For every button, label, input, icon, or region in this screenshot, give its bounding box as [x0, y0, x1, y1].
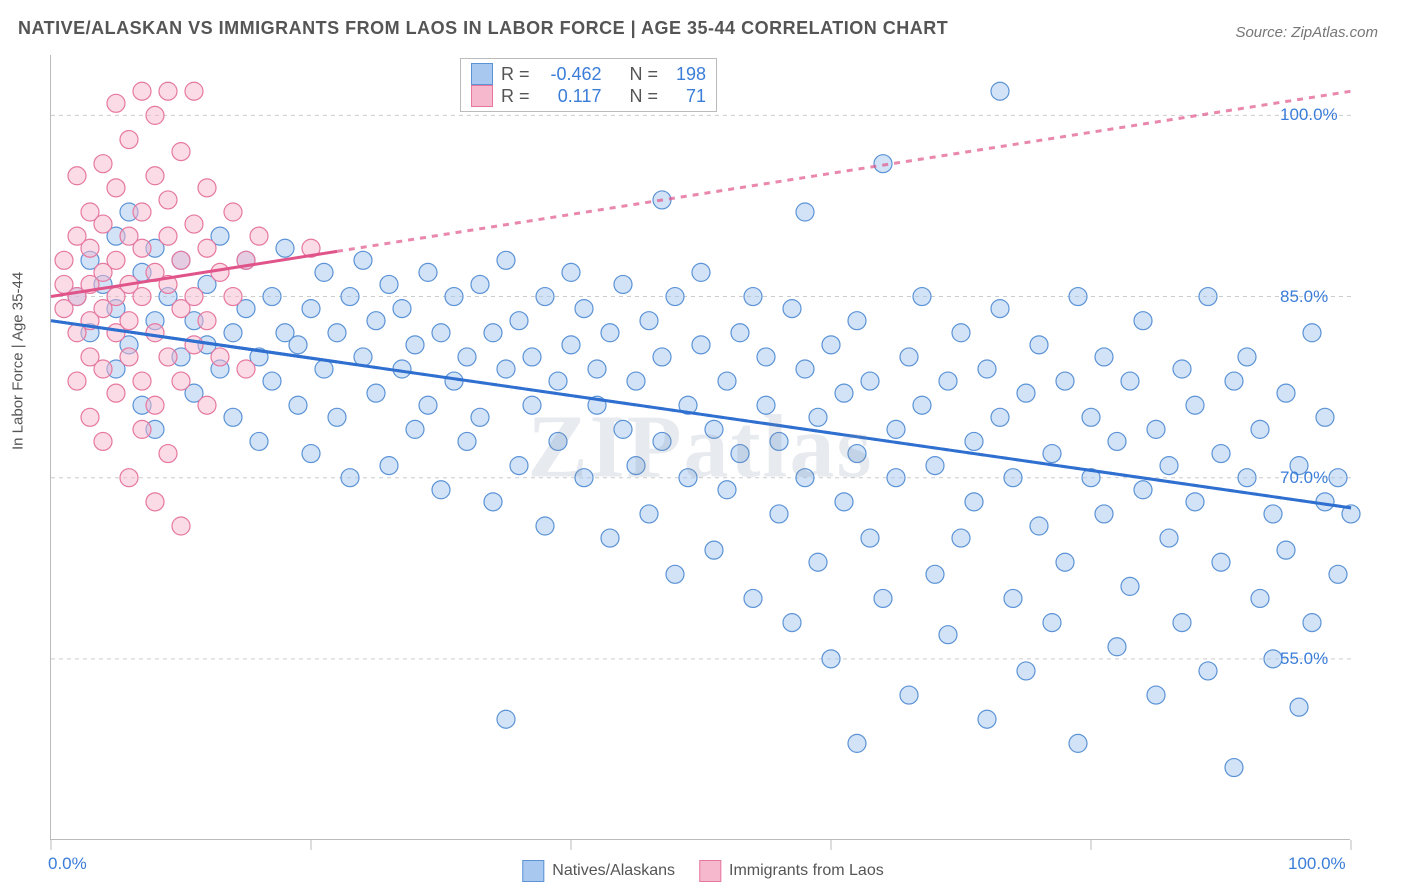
legend-item: Natives/Alaskans	[522, 860, 675, 882]
legend-swatch	[471, 63, 493, 85]
y-tick-label: 85.0%	[1280, 287, 1328, 307]
chart-svg	[51, 55, 1350, 839]
plot-area: ZIPatlas	[50, 55, 1350, 840]
stat-r-label: R =	[501, 86, 530, 107]
stat-r-label: R =	[501, 64, 530, 85]
bottom-legend: Natives/Alaskans Immigrants from Laos	[522, 860, 883, 882]
legend-swatch	[522, 860, 544, 882]
stat-n-label: N =	[630, 64, 659, 85]
stat-n-value: 198	[666, 64, 706, 85]
source-label: Source: ZipAtlas.com	[1235, 24, 1378, 41]
stats-legend-row: R = -0.462 N = 198	[471, 63, 706, 85]
stats-legend: R = -0.462 N = 198 R = 0.117 N = 71	[460, 58, 717, 112]
stats-legend-row: R = 0.117 N = 71	[471, 85, 706, 107]
legend-swatch	[699, 860, 721, 882]
stat-n-label: N =	[630, 86, 659, 107]
stat-r-value: 0.117	[538, 86, 602, 107]
y-tick-label: 100.0%	[1280, 105, 1338, 125]
stat-r-value: -0.462	[538, 64, 602, 85]
legend-label: Natives/Alaskans	[552, 862, 675, 880]
y-tick-label: 55.0%	[1280, 649, 1328, 669]
y-axis-label: In Labor Force | Age 35-44	[10, 272, 27, 450]
x-tick-label: 0.0%	[48, 854, 87, 874]
chart-title: NATIVE/ALASKAN VS IMMIGRANTS FROM LAOS I…	[18, 18, 948, 39]
stat-n-value: 71	[666, 86, 706, 107]
y-tick-label: 70.0%	[1280, 468, 1328, 488]
legend-label: Immigrants from Laos	[729, 862, 884, 880]
legend-swatch	[471, 85, 493, 107]
x-tick-label: 100.0%	[1288, 854, 1346, 874]
legend-item: Immigrants from Laos	[699, 860, 884, 882]
